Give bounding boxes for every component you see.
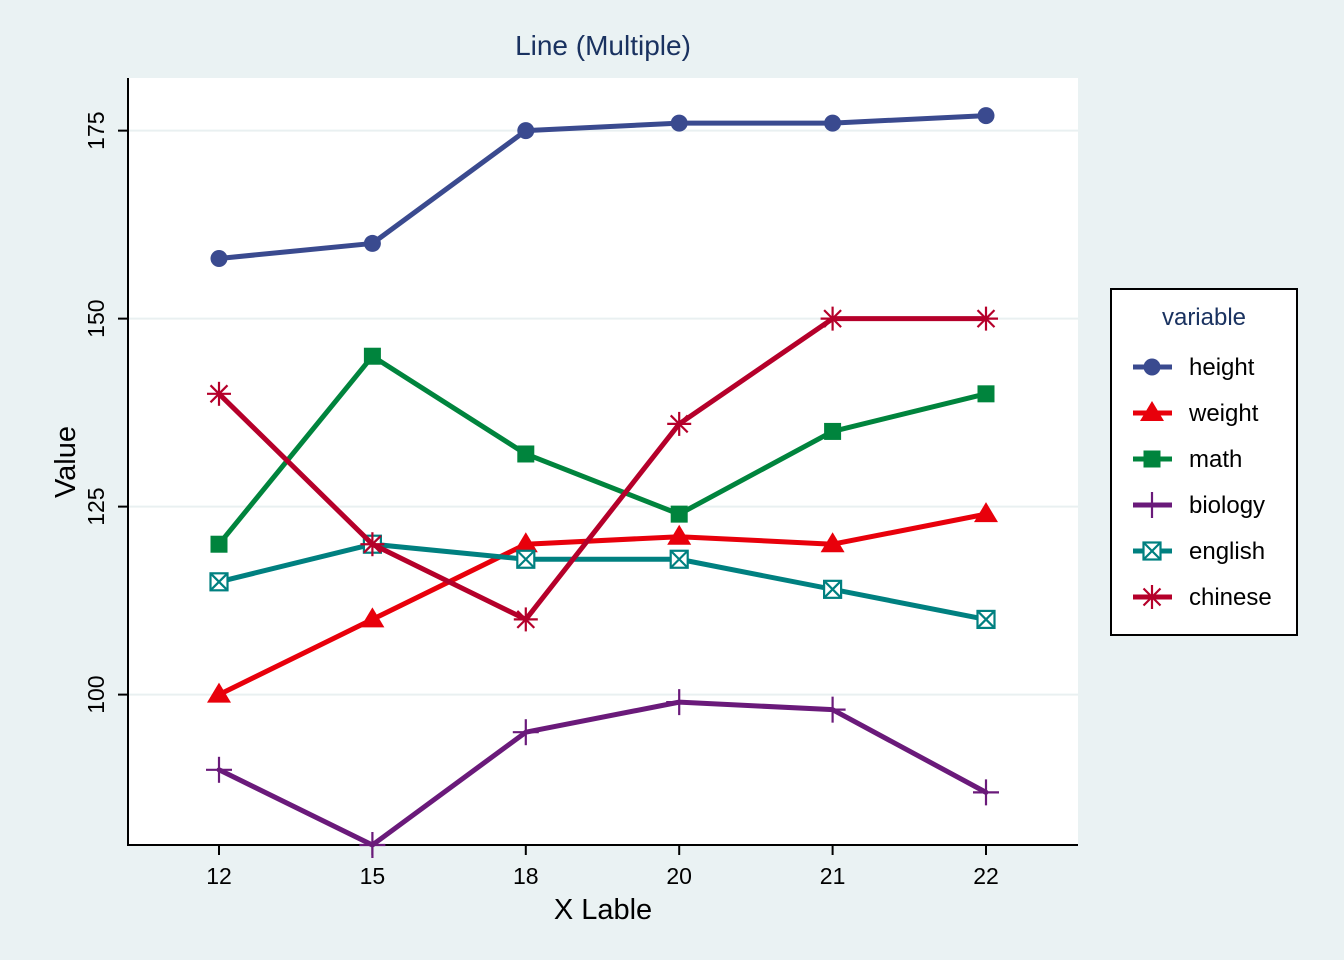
series-english <box>209 534 996 630</box>
y-tick-label: 150 <box>83 299 109 337</box>
data-point-height <box>977 107 995 125</box>
data-point-height <box>670 114 688 132</box>
data-point-chinese <box>667 411 692 436</box>
legend-label: biology <box>1189 492 1265 519</box>
legend: variable height weight math biology english c… <box>1110 288 1298 636</box>
data-point-height <box>517 122 535 140</box>
legend-item-height: height <box>1133 354 1255 381</box>
y-tick-label: 125 <box>83 487 109 525</box>
data-point-english <box>669 549 689 569</box>
legend-marker-biology <box>1139 492 1165 518</box>
data-point-math <box>670 505 688 523</box>
data-point-weight <box>820 532 845 553</box>
data-point-english <box>822 579 843 599</box>
data-point-math <box>363 347 381 365</box>
grid-lines <box>128 129 1078 696</box>
data-point-math <box>977 385 995 403</box>
data-point-biology <box>819 696 846 723</box>
data-point-biology <box>973 779 999 806</box>
data-point-chinese <box>360 532 385 557</box>
legend-label: height <box>1189 354 1255 381</box>
data-point-height <box>210 249 228 267</box>
x-axis-ticks: 12 15 18 20 21 22 <box>206 845 999 889</box>
legend-box <box>1110 288 1298 636</box>
series-line-biology <box>216 699 989 848</box>
data-point-chinese <box>513 607 538 632</box>
series-math <box>210 347 995 553</box>
legend-marker-weight <box>1140 401 1164 421</box>
legend-label: weight <box>1188 400 1259 427</box>
data-point-chinese <box>820 306 845 331</box>
chart-title: Line (Multiple) <box>515 30 691 61</box>
x-tick-label: 21 <box>820 863 846 889</box>
data-point-chinese <box>974 306 998 331</box>
legend-item-math: math <box>1133 446 1242 473</box>
y-axis-ticks: 100 125 150 175 <box>83 111 128 714</box>
x-tick-label: 22 <box>973 863 999 889</box>
series-line-weight <box>216 511 989 698</box>
legend-label: chinese <box>1189 584 1272 611</box>
x-axis-title: X Lable <box>554 894 652 926</box>
data-point-english <box>516 549 536 569</box>
series-height <box>210 107 995 267</box>
y-tick-label: 175 <box>83 111 109 149</box>
series-line-math <box>216 353 989 547</box>
data-point-biology <box>666 689 693 716</box>
legend-item-chinese: chinese <box>1133 584 1272 611</box>
series-line-english <box>216 541 989 622</box>
legend-marker-chinese <box>1140 585 1164 609</box>
data-point-biology <box>206 756 232 783</box>
legend-items: height weight math biology english chinese <box>1133 354 1272 611</box>
plot-area <box>128 78 1078 845</box>
legend-marker-english <box>1142 541 1162 561</box>
data-point-chinese <box>207 381 231 406</box>
data-point-height <box>824 114 842 132</box>
series-line-chinese <box>216 316 989 622</box>
data-point-math <box>210 535 228 553</box>
data-point-biology <box>512 719 539 746</box>
legend-label: english <box>1189 538 1265 565</box>
series-line-height <box>216 113 989 261</box>
x-tick-label: 12 <box>206 863 232 889</box>
series-chinese <box>207 306 998 632</box>
series-biology <box>206 689 999 858</box>
x-tick-label: 18 <box>513 863 539 889</box>
legend-marker-height <box>1143 358 1161 376</box>
data-point-weight <box>513 532 538 553</box>
data-point-weight <box>974 502 998 523</box>
data-point-biology <box>359 832 386 858</box>
data-point-math <box>517 445 535 463</box>
data-point-weight <box>667 524 692 545</box>
series-group <box>206 107 999 858</box>
data-point-english <box>209 572 229 592</box>
data-point-english <box>976 609 996 630</box>
data-point-weight <box>360 607 385 628</box>
x-tick-label: 20 <box>666 863 692 889</box>
data-point-math <box>824 422 842 440</box>
data-point-height <box>363 234 381 252</box>
y-axis-title: Value <box>50 426 82 498</box>
legend-item-english: english <box>1133 538 1265 565</box>
legend-item-weight: weight <box>1133 400 1259 427</box>
legend-item-biology: biology <box>1133 492 1265 519</box>
data-point-weight <box>207 682 231 703</box>
legend-title: variable <box>1162 304 1246 331</box>
series-weight <box>207 502 998 703</box>
legend-marker-math <box>1143 450 1161 468</box>
x-tick-label: 15 <box>360 863 386 889</box>
legend-label: math <box>1189 446 1242 473</box>
y-tick-label: 100 <box>83 675 109 713</box>
